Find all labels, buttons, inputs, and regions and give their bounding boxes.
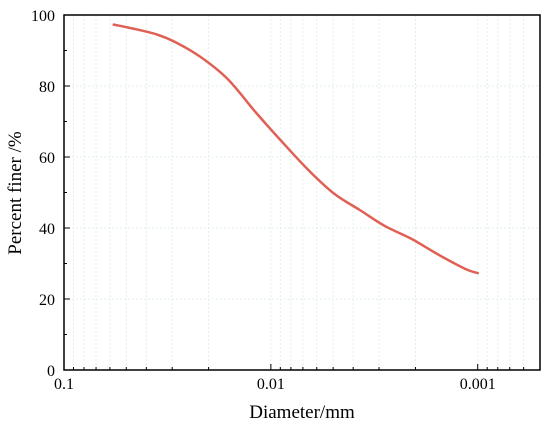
grid	[64, 15, 540, 370]
plot-frame	[63, 14, 541, 371]
y-axis-title: Percent finer /%	[5, 131, 26, 255]
y-tick-label: 0	[47, 363, 55, 380]
axes	[63, 14, 541, 371]
series-layer	[112, 23, 479, 275]
y-tick-label: 100	[31, 8, 55, 25]
x-tick-label: 0.1	[54, 376, 74, 393]
x-axis-title: Diameter/mm	[249, 402, 355, 423]
labels: Diameter/mm Percent finer /% 0.1 0.01 0.00…	[5, 8, 496, 423]
y-tick-label: 80	[39, 79, 55, 96]
x-tick-label: 0.01	[257, 376, 285, 393]
series-line	[112, 23, 479, 275]
y-tick-label: 40	[39, 221, 55, 238]
y-tick-label: 20	[39, 292, 55, 309]
x-tick-label: 0.001	[460, 376, 496, 393]
y-tick-label: 60	[39, 150, 55, 167]
